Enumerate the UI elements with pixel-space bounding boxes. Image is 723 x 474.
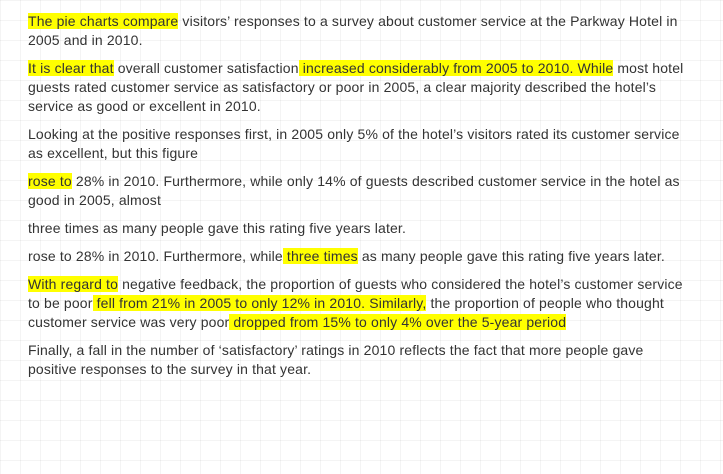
paragraph-text: as many people gave this rating five yea… (357, 248, 665, 264)
paragraph-text: three times as many people gave this rat… (28, 220, 407, 236)
paragraph-text: visitors’ responses to a survey about cu… (28, 13, 678, 48)
paragraph: With regard to negative feedback, the pr… (28, 275, 696, 332)
paragraph: rose to 28% in 2010. Furthermore, while … (28, 172, 696, 210)
paragraph-text: Finally, a fall in the number of ‘satisf… (28, 342, 644, 377)
paragraph-text: the proportion of people who thought cus… (28, 295, 664, 330)
paragraph-text: negative feedback, the proportion of gue… (28, 276, 683, 311)
paragraph-text: most hotel guests rated customer service… (28, 60, 684, 114)
highlighted-text: increased considerably from 2005 to 2010… (298, 60, 614, 76)
highlighted-text: dropped from 15% to only 4% over the 5-y… (229, 314, 567, 330)
paragraph: rose to 28% in 2010. Furthermore, while … (28, 247, 696, 266)
paragraph: Finally, a fall in the number of ‘satisf… (28, 341, 696, 379)
paragraph: The pie charts compare visitors’ respons… (28, 12, 696, 50)
highlighted-text: fell from 21% in 2005 to only 12% in 201… (92, 295, 427, 311)
paragraph: It is clear that overall customer satisf… (28, 59, 696, 116)
document-body: The pie charts compare visitors’ respons… (28, 12, 696, 388)
highlighted-text: three times (282, 248, 358, 264)
highlighted-text: It is clear that (28, 60, 114, 76)
highlighted-text: rose to (28, 173, 72, 189)
highlighted-text: The pie charts compare (28, 13, 179, 29)
paragraph-text: rose to 28% in 2010. Furthermore, while (28, 248, 283, 264)
paragraph-text: overall customer satisfaction (113, 60, 299, 76)
paragraph-text: Looking at the positive responses first,… (28, 126, 680, 161)
paragraph: three times as many people gave this rat… (28, 219, 696, 238)
paragraph: Looking at the positive responses first,… (28, 125, 696, 163)
paragraph-text: 28% in 2010. Furthermore, while only 14%… (28, 173, 680, 208)
highlighted-text: With regard to (28, 276, 119, 292)
